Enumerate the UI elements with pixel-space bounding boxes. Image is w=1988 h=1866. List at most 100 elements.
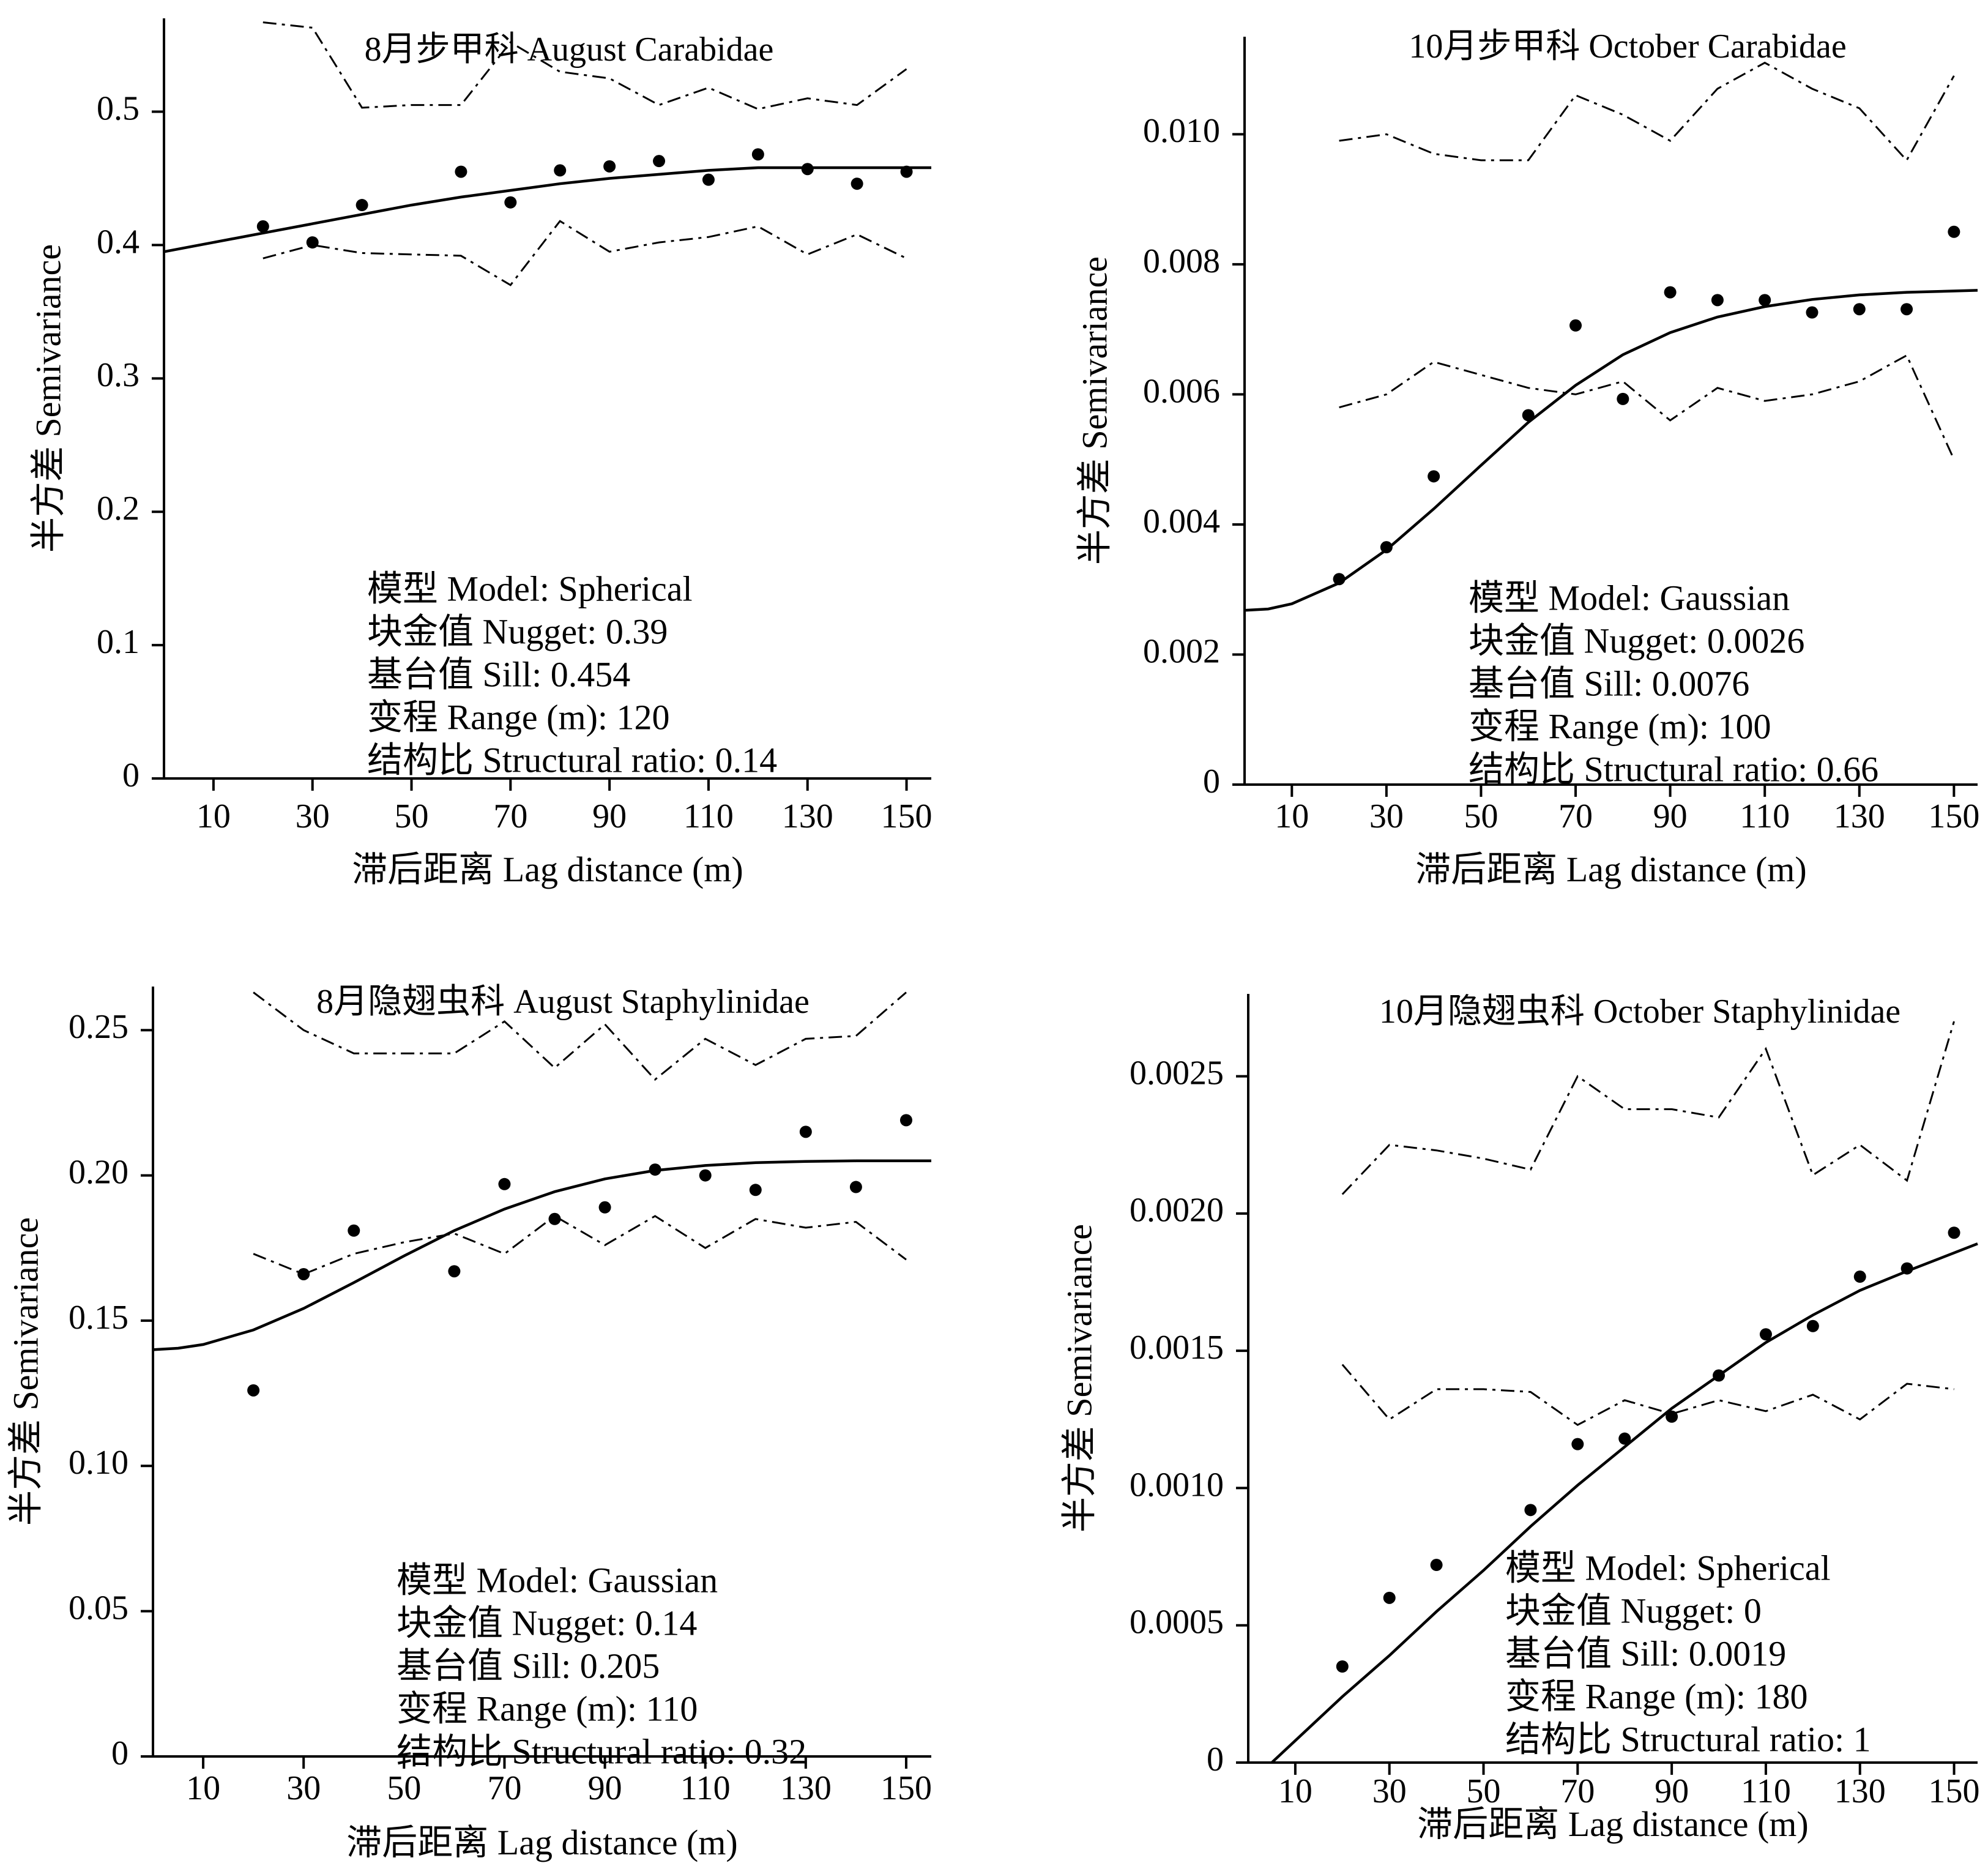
x-tick-label: 110 bbox=[680, 1769, 731, 1807]
lower-envelope-line bbox=[1339, 354, 1955, 460]
model-info-line: 变程 Range (m): 110 bbox=[396, 1689, 698, 1729]
data-point bbox=[504, 196, 517, 209]
data-point bbox=[1383, 1591, 1396, 1604]
data-point bbox=[548, 1212, 561, 1225]
data-point bbox=[356, 199, 368, 212]
y-tick-label: 0.20 bbox=[69, 1153, 128, 1191]
data-point bbox=[1618, 1432, 1631, 1445]
panel-1: 8月步甲科 August Carabidae 10 30 50 70 90 110 130 15… bbox=[28, 18, 933, 889]
x-tick-label: 130 bbox=[780, 1769, 832, 1807]
x-tick-label: 70 bbox=[493, 797, 527, 835]
data-point bbox=[1711, 294, 1724, 307]
data-point bbox=[1428, 470, 1440, 483]
y-tick-label: 0.3 bbox=[97, 356, 140, 394]
lower-envelope-line bbox=[262, 220, 907, 286]
chart-title: 10月隐翅虫科 October Staphylinidae bbox=[1379, 993, 1901, 1031]
lower-envelope-line bbox=[253, 1215, 907, 1275]
panel-3: 8月隐翅虫科 August Staphylinidae 10 30 50 70 90 110… bbox=[6, 983, 932, 1862]
data-point bbox=[1853, 1271, 1866, 1283]
upper-envelope-line bbox=[1341, 1021, 1955, 1195]
data-point bbox=[1524, 1504, 1537, 1517]
x-tick-label: 70 bbox=[487, 1769, 521, 1807]
data-point bbox=[297, 1267, 310, 1280]
x-axis-label: 滞后距离 Lag distance (m) bbox=[1417, 1804, 1808, 1844]
y-tick-label: 0.002 bbox=[1143, 632, 1220, 670]
data-point bbox=[1571, 1438, 1584, 1450]
data-point bbox=[256, 220, 269, 233]
y-tick-label: 0.0015 bbox=[1130, 1329, 1224, 1367]
data-point bbox=[348, 1224, 360, 1237]
y-tick-label: 0.010 bbox=[1143, 112, 1220, 150]
data-point bbox=[653, 155, 666, 168]
y-tick-label: 0.0005 bbox=[1130, 1603, 1224, 1641]
data-point bbox=[702, 173, 715, 186]
model-info-line: 结构比 Structural ratio: 0.32 bbox=[396, 1732, 806, 1772]
upper-envelope-line bbox=[1339, 61, 1955, 162]
x-tick-label: 90 bbox=[1653, 797, 1688, 835]
x-tick-label: 50 bbox=[1464, 797, 1498, 835]
x-tick-label: 50 bbox=[1467, 1772, 1501, 1810]
y-tick-label: 0.05 bbox=[69, 1589, 128, 1627]
panels: 8月步甲科 August Carabidae 10 30 50 70 90 110 130 15… bbox=[6, 18, 1980, 1862]
data-point bbox=[1664, 286, 1677, 299]
x-tick-label: 10 bbox=[196, 797, 231, 835]
data-point bbox=[1901, 303, 1913, 316]
data-point bbox=[1380, 541, 1393, 554]
data-point bbox=[554, 164, 567, 177]
y-tick-label: 0.0020 bbox=[1130, 1192, 1224, 1230]
x-tick-label: 150 bbox=[1929, 1772, 1980, 1810]
data-point bbox=[1759, 294, 1771, 307]
x-axis-label: 滞后距离 Lag distance (m) bbox=[346, 1823, 737, 1862]
model-info-line: 基台值 Sill: 0.0076 bbox=[1469, 664, 1749, 704]
x-axis-label: 滞后距离 Lag distance (m) bbox=[352, 849, 743, 889]
data-point bbox=[751, 148, 764, 161]
model-info-line: 结构比 Structural ratio: 1 bbox=[1505, 1720, 1871, 1760]
y-tick-label: 0.2 bbox=[97, 490, 140, 528]
y-tick-label: 0 bbox=[1207, 1741, 1224, 1778]
y-tick-label: 0.5 bbox=[97, 89, 140, 127]
model-info-line: 块金值 Nugget: 0.39 bbox=[367, 612, 668, 652]
model-info-line: 块金值 Nugget: 0.0026 bbox=[1469, 621, 1804, 661]
model-info-line: 结构比 Structural ratio: 0.14 bbox=[367, 741, 777, 780]
data-point bbox=[799, 1125, 812, 1138]
y-tick-label: 0.15 bbox=[69, 1299, 128, 1337]
x-tick-label: 150 bbox=[1928, 797, 1979, 835]
data-point bbox=[247, 1384, 260, 1397]
x-tick-label: 110 bbox=[1740, 797, 1790, 835]
model-info-line: 基台值 Sill: 0.0019 bbox=[1505, 1634, 1786, 1674]
x-tick-label: 130 bbox=[1834, 1772, 1886, 1810]
chart-title: 10月步甲科 October Carabidae bbox=[1409, 28, 1846, 65]
y-tick-label: 0.004 bbox=[1143, 502, 1220, 540]
x-tick-label: 70 bbox=[1560, 1772, 1595, 1810]
chart-title: 8月隐翅虫科 August Staphylinidae bbox=[316, 983, 810, 1021]
data-point bbox=[1617, 392, 1629, 405]
y-tick-label: 0.1 bbox=[97, 623, 140, 661]
x-tick-label: 70 bbox=[1558, 797, 1593, 835]
x-tick-label: 10 bbox=[186, 1769, 220, 1807]
model-info-line: 模型 Model: Spherical bbox=[367, 569, 693, 609]
observed-points bbox=[256, 148, 913, 249]
x-tick-label: 130 bbox=[1834, 797, 1885, 835]
y-tick-label: 0.008 bbox=[1143, 242, 1220, 280]
y-tick-label: 0.0010 bbox=[1130, 1466, 1224, 1504]
x-tick-label: 30 bbox=[1372, 1772, 1407, 1810]
y-axis-label: 半方差 Semivariance bbox=[1059, 1224, 1099, 1532]
x-tick-label: 50 bbox=[387, 1769, 421, 1807]
upper-envelope-line bbox=[262, 21, 907, 110]
y-tick-label: 0 bbox=[1203, 763, 1220, 801]
x-tick-label: 110 bbox=[683, 797, 734, 835]
observed-points bbox=[247, 1114, 912, 1397]
data-point bbox=[1806, 306, 1819, 319]
x-tick-label: 90 bbox=[592, 797, 627, 835]
data-point bbox=[598, 1201, 611, 1214]
data-point bbox=[455, 165, 467, 178]
data-point bbox=[1430, 1559, 1443, 1572]
data-point bbox=[699, 1169, 712, 1182]
x-tick-label: 30 bbox=[1369, 797, 1404, 835]
data-point bbox=[1569, 319, 1582, 332]
model-info-line: 模型 Model: Gaussian bbox=[1469, 578, 1790, 618]
data-point bbox=[899, 1114, 912, 1127]
